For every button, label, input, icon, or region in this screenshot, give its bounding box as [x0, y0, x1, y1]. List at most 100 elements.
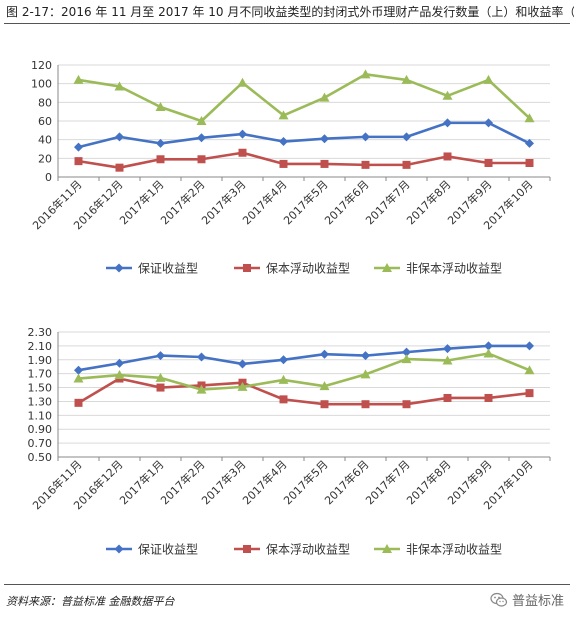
data-point-series-2: [279, 159, 288, 168]
title-divider: [4, 23, 570, 24]
data-point-series-3: [278, 374, 289, 384]
series-line-3: [78, 352, 530, 391]
data-point-series-1: [525, 341, 534, 351]
series-line-1: [78, 344, 530, 372]
footer-divider: [4, 584, 570, 585]
data-point-series-1: [197, 352, 206, 362]
data-point-series-2: [525, 389, 534, 398]
source-note: 资料来源：普益标准 金融数据平台: [6, 595, 175, 608]
legend-marker: [114, 263, 124, 273]
data-point-series-2: [402, 160, 411, 169]
y-tick-label: 2.10: [28, 340, 53, 353]
legend-label: 非保本浮动收益型: [406, 262, 502, 276]
data-point-series-3: [237, 381, 248, 391]
data-point-series-2: [443, 393, 452, 402]
data-point-series-3: [73, 74, 84, 84]
data-point-series-3: [319, 92, 330, 102]
data-point-series-1: [443, 344, 452, 354]
data-point-series-3: [442, 355, 453, 365]
data-point-series-3: [524, 113, 535, 123]
data-point-series-2: [402, 400, 411, 409]
yield-rate-chart: 0.500.700.901.101.301.501.701.902.102.30…: [28, 326, 551, 557]
data-point-series-1: [361, 132, 370, 142]
data-point-series-1: [74, 365, 83, 375]
data-point-series-3: [237, 77, 248, 87]
data-point-series-1: [238, 129, 247, 139]
legend-marker: [243, 545, 251, 553]
legend-marker: [382, 544, 392, 553]
data-point-series-1: [115, 358, 124, 368]
data-point-series-3: [442, 90, 453, 100]
legend-label: 非保本浮动收益型: [406, 543, 502, 557]
y-tick-label: 40: [38, 134, 52, 147]
data-point-series-1: [197, 133, 206, 143]
legend-label: 保证收益型: [138, 262, 198, 276]
y-tick-label: 1.70: [28, 368, 53, 381]
legend-label: 保本浮动收益型: [266, 262, 350, 276]
series-line-1: [78, 121, 531, 149]
data-point-series-1: [115, 132, 124, 142]
brand-name: 普益标准: [511, 594, 564, 609]
data-point-series-3: [360, 369, 371, 379]
data-point-series-3: [114, 370, 125, 380]
y-tick-label: 100: [31, 78, 52, 91]
y-tick-label: 0.70: [28, 437, 53, 450]
data-point-series-1: [525, 138, 534, 148]
data-point-series-1: [279, 137, 288, 147]
data-point-series-2: [197, 155, 206, 164]
data-point-series-3: [196, 384, 207, 394]
data-point-series-2: [156, 383, 165, 392]
data-point-series-2: [238, 148, 247, 157]
data-point-series-3: [278, 110, 289, 120]
wechat-icon: [490, 592, 508, 607]
data-point-series-2: [74, 398, 83, 407]
y-tick-label: 20: [38, 152, 52, 165]
data-point-series-2: [156, 155, 165, 164]
data-point-series-1: [320, 349, 329, 359]
data-point-series-2: [484, 393, 493, 402]
data-point-series-3: [155, 372, 166, 382]
y-tick-label: 120: [31, 59, 52, 72]
data-point-series-2: [361, 160, 370, 169]
issuance-count-chart: 0204060801001202016年11月2016年12月2017年1月20…: [29, 59, 551, 276]
data-point-series-1: [484, 118, 493, 128]
y-tick-label: 0.90: [28, 423, 53, 436]
y-tick-label: 1.30: [28, 395, 53, 408]
data-point-series-3: [401, 354, 412, 364]
data-point-series-1: [443, 118, 452, 128]
data-point-series-1: [238, 359, 247, 369]
data-point-series-1: [74, 142, 83, 152]
data-point-series-2: [74, 157, 83, 166]
y-tick-label: 0: [45, 171, 52, 184]
y-tick-label: 80: [38, 96, 52, 109]
data-point-series-2: [484, 159, 493, 167]
data-point-series-2: [361, 400, 370, 409]
brand-watermark: 普益标准: [490, 590, 564, 609]
data-point-series-3: [114, 81, 125, 91]
data-point-series-3: [360, 69, 371, 79]
y-tick-label: 60: [38, 115, 52, 128]
data-point-series-1: [402, 132, 411, 142]
y-tick-label: 0.50: [28, 451, 53, 464]
figure-title: 图 2-17：2016 年 11 月至 2017 年 10 月不同收益类型的封闭…: [6, 5, 574, 19]
y-tick-label: 1.50: [28, 382, 53, 395]
data-point-series-3: [401, 74, 412, 84]
data-point-series-3: [196, 116, 207, 125]
data-point-series-2: [525, 159, 534, 167]
y-tick-label: 1.10: [28, 409, 53, 422]
data-point-series-1: [361, 351, 370, 361]
y-tick-label: 1.90: [28, 354, 53, 367]
data-point-series-2: [443, 152, 452, 161]
legend-label: 保本浮动收益型: [266, 543, 350, 557]
legend-label: 保证收益型: [138, 543, 198, 557]
y-tick-label: 2.30: [28, 326, 53, 339]
data-point-series-1: [484, 341, 493, 351]
data-point-series-3: [483, 74, 494, 84]
data-point-series-3: [319, 381, 330, 391]
legend-marker: [382, 263, 392, 272]
data-point-series-3: [524, 365, 535, 375]
data-point-series-3: [73, 373, 84, 383]
data-point-series-3: [483, 348, 494, 358]
data-point-series-2: [115, 163, 124, 172]
data-point-series-3: [155, 102, 166, 111]
